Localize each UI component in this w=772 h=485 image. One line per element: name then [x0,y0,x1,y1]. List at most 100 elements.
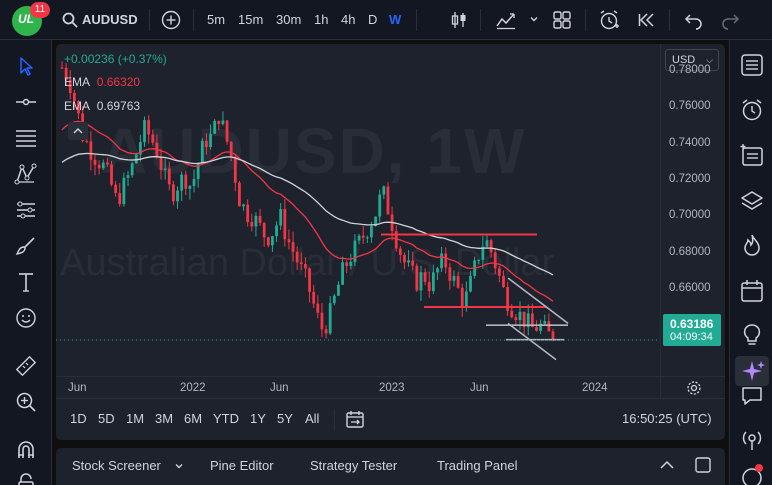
forecast-icon[interactable] [14,198,38,222]
interval-15m[interactable]: 15m [238,12,264,27]
object-tree-icon[interactable] [739,142,765,168]
range-5y[interactable]: 5Y [277,411,293,426]
range-6m[interactable]: 6M [184,411,203,426]
trend-line-icon[interactable] [14,90,38,114]
candle-body [448,267,452,281]
range-1y[interactable]: 1Y [250,411,266,426]
chevron-up-icon[interactable] [68,122,88,140]
candle-body [291,242,295,252]
candle-body [312,291,316,304]
replay-icon[interactable] [637,10,657,30]
fib-icon[interactable] [14,126,38,150]
symbol-search-button[interactable]: AUDUSD [82,12,138,27]
candle-body [349,261,353,266]
candle-body [60,67,64,69]
candle-body [419,272,423,291]
candle-body [97,164,101,169]
alert-icon[interactable] [598,9,620,31]
chat-icon[interactable] [739,383,765,409]
price-axis[interactable]: USD ⌵ 0.78000 0.76000 0.74000 0.72000 0.7000… [660,44,725,376]
time-tick-label: Jun [68,382,87,394]
symbol-watermark: AUDUSD, 1W [101,115,527,187]
interval-1h[interactable]: 1h [314,12,329,27]
date-range-icon[interactable] [345,409,365,429]
candle-body [85,140,89,142]
currency-select[interactable]: USD ⌵ [665,49,719,71]
watchlist-icon[interactable] [739,52,765,78]
help-icon[interactable] [739,463,765,485]
range-5d[interactable]: 5D [98,411,115,426]
calendar-icon[interactable] [739,278,765,304]
ruler-icon[interactable] [14,354,38,378]
range-ytd[interactable]: YTD [213,411,239,426]
hotlist-fire-icon[interactable] [739,232,765,258]
broadcast-icon[interactable] [739,427,765,453]
search-icon[interactable] [62,12,78,28]
candle-body [361,235,365,238]
candle-body [543,321,547,324]
settings-gear-icon[interactable] [686,380,702,396]
tab-pine-editor[interactable]: Pine Editor [210,458,274,473]
ai-sparkle-icon[interactable] [735,356,769,386]
candle-body [262,222,266,238]
maximize-icon[interactable] [694,456,712,474]
ema-label: EMA [64,75,90,89]
compare-add-icon[interactable] [161,10,181,30]
indicators-icon[interactable] [495,10,517,30]
tab-strategy-tester[interactable]: Strategy Tester [310,458,398,473]
range-3m[interactable]: 3M [155,411,174,426]
candle-body [147,120,151,135]
utc-clock[interactable]: 16:50:25 (UTC) [622,411,712,426]
ema-legend-fast[interactable]: EMA 0.66320 [64,75,140,89]
top-toolbar: UL 11 AUDUSD 5m 15m 30m 1h 4h D W [0,0,772,40]
interval-5m[interactable]: 5m [207,12,226,27]
interval-30m[interactable]: 30m [276,12,302,27]
redo-icon[interactable] [720,10,740,30]
candle-body [535,327,538,331]
candle-body [163,168,167,171]
candle-body [386,186,390,215]
ema-legend-slow[interactable]: EMA 0.69763 [64,99,140,113]
chevron-up-icon[interactable] [658,458,676,472]
magnet-icon[interactable] [14,438,38,462]
layers-icon[interactable] [739,188,765,214]
lock-icon[interactable] [14,472,38,485]
interval-w[interactable]: W [389,12,402,27]
candle-body [407,260,410,263]
zoom-in-icon[interactable] [14,390,38,414]
candlestick-chart[interactable] [56,44,660,376]
chart-panel[interactable]: AUDUSD, 1W Australian Dollar / U.S. Doll… [56,44,725,440]
candle-body [143,120,146,143]
candle-body [477,259,481,261]
interval-4h[interactable]: 4h [341,12,356,27]
range-all[interactable]: All [305,411,320,426]
ideas-lightbulb-icon[interactable] [739,322,765,348]
candle-body [539,323,543,331]
candle-body [357,235,361,241]
layouts-icon[interactable] [552,10,572,30]
chevron-down-icon[interactable] [529,14,539,24]
candle-body [337,284,340,296]
brush-icon[interactable] [14,234,38,258]
candles-icon[interactable] [449,10,469,30]
tab-trading-panel[interactable]: Trading Panel [437,458,518,473]
interval-d[interactable]: D [368,12,378,27]
tab-stock-screener[interactable]: Stock Screener [72,458,161,473]
undo-icon[interactable] [684,10,704,30]
notification-badge: 11 [30,2,50,18]
price-tick-label: 0.78000 [669,64,711,77]
price-tick-label: 0.74000 [669,136,711,149]
text-icon[interactable] [14,270,38,294]
alarm-clock-icon[interactable] [739,97,765,123]
range-1m[interactable]: 1M [126,411,145,426]
emoji-icon[interactable] [14,306,38,330]
pattern-icon[interactable] [14,162,38,186]
candle-body [93,159,97,165]
chevron-down-icon[interactable] [174,461,184,471]
range-1d[interactable]: 1D [70,411,87,426]
time-axis[interactable]: Jun 2022 Jun 2023 Jun 2024 [56,376,660,398]
cursor-icon[interactable] [14,54,38,78]
price-tick-label: 0.68000 [669,245,711,258]
wedge-upper-line [507,277,569,325]
candle-body [192,179,196,186]
